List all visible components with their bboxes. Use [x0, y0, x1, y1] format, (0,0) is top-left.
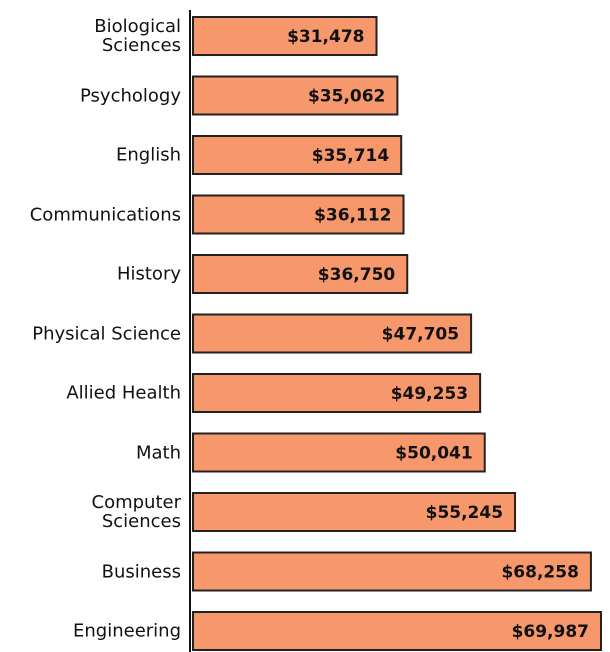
value-label: $47,705	[382, 325, 459, 345]
value-label: $68,258	[501, 563, 578, 583]
value-label: $36,112	[314, 206, 391, 226]
category-label: Biological Sciences	[94, 16, 181, 56]
bar	[192, 492, 517, 532]
category-label: Engineering	[73, 620, 181, 642]
category-label: Math	[135, 442, 181, 463]
bar	[192, 432, 486, 473]
value-label: $69,987	[512, 622, 589, 642]
category-label: Computer Sciences	[91, 492, 181, 532]
bar	[192, 254, 409, 294]
value-label: $50,041	[395, 444, 472, 464]
category-label: Communications	[29, 204, 181, 225]
category-label: Psychology	[80, 85, 181, 106]
category-label: Business	[101, 561, 181, 582]
bar	[192, 75, 399, 116]
bar	[192, 313, 473, 354]
value-label: $55,245	[426, 503, 503, 523]
value-label: $35,062	[308, 87, 385, 107]
value-label: $35,714	[312, 146, 390, 166]
category-label: Physical Science	[32, 323, 181, 344]
value-label: $36,750	[318, 265, 396, 285]
category-label: History	[116, 263, 181, 285]
bar	[192, 373, 482, 413]
value-label: $31,478	[287, 27, 364, 47]
bar	[192, 135, 403, 175]
bar	[192, 16, 378, 56]
bar	[192, 194, 405, 235]
bar	[192, 551, 592, 592]
value-label: $49,253	[391, 384, 468, 404]
bar	[192, 611, 602, 651]
category-label: English	[116, 144, 181, 166]
category-label: Allied Health	[66, 382, 181, 404]
